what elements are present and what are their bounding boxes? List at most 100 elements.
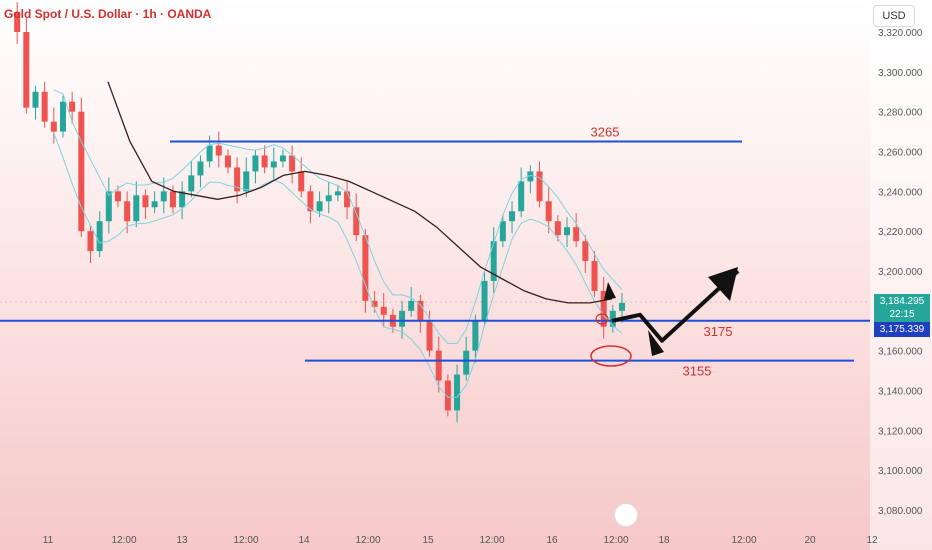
- y-tick-label: 3,200.000: [878, 267, 923, 278]
- candle-body: [252, 155, 259, 172]
- candle-body: [142, 195, 149, 208]
- candle-body: [114, 191, 121, 202]
- candle-body: [279, 155, 286, 162]
- level-label-3175: 3175: [704, 324, 733, 339]
- retest-ellipse: [595, 313, 609, 325]
- candle-body: [554, 221, 561, 236]
- candle-body: [32, 91, 39, 108]
- candle-body: [463, 350, 470, 375]
- candle-body: [69, 101, 76, 112]
- candle-body: [234, 167, 241, 192]
- x-tick-label: 13: [176, 535, 188, 546]
- candle-body: [188, 175, 195, 192]
- x-tick-label: 18: [658, 535, 670, 546]
- x-tick-label: 12:00: [355, 535, 380, 546]
- x-tick-label: 15: [422, 535, 434, 546]
- candle-body: [133, 195, 140, 222]
- candle-body: [78, 111, 85, 232]
- level-label-3265: 3265: [591, 125, 620, 140]
- candle-body: [600, 290, 607, 327]
- candle-body: [160, 191, 167, 202]
- drop-arrow-icon: [604, 282, 616, 300]
- candle-body: [307, 191, 314, 212]
- y-tick-label: 3,320.000: [878, 28, 923, 39]
- candle-body: [325, 195, 332, 202]
- candle-body: [41, 91, 48, 122]
- y-tick-label: 3,240.000: [878, 187, 923, 198]
- currency-button[interactable]: USD: [873, 5, 915, 27]
- candle-body: [224, 155, 231, 168]
- candle-body: [243, 171, 250, 192]
- tradingview-logo-icon[interactable]: [614, 503, 638, 527]
- level-line-price-tag: 3,175.339: [874, 322, 930, 337]
- y-tick-label: 3,080.000: [878, 506, 923, 517]
- y-tick-label: 3,280.000: [878, 108, 923, 119]
- chart-title: Gold Spot / U.S. Dollar · 1h · OANDA: [4, 7, 212, 21]
- candle-body: [408, 300, 415, 311]
- y-tick-label: 3,160.000: [878, 347, 923, 358]
- x-tick-label: 12:00: [233, 535, 258, 546]
- candle-body: [50, 121, 57, 132]
- projection-path: [611, 269, 740, 343]
- candle-body: [298, 171, 305, 192]
- candle-body: [96, 221, 103, 252]
- mid-arrowhead-icon: [648, 330, 664, 356]
- candle-body: [261, 155, 268, 168]
- x-tick-label: 12:00: [731, 535, 756, 546]
- candle-body: [490, 241, 497, 281]
- x-tick-label: 12: [866, 535, 878, 546]
- x-tick-label: 12:00: [479, 535, 504, 546]
- candle-body: [444, 380, 451, 411]
- bar-countdown: 22:15: [889, 309, 915, 320]
- candle-body: [87, 231, 94, 252]
- candle-body: [151, 201, 158, 208]
- candle-body: [545, 201, 552, 222]
- candle-body: [527, 171, 534, 182]
- candle-body: [334, 191, 341, 196]
- candle-body: [169, 191, 176, 208]
- x-tick-label: 16: [546, 535, 558, 546]
- band-upper-line: [53, 89, 623, 344]
- x-tick-label: 12:00: [603, 535, 628, 546]
- candle-body: [518, 181, 525, 212]
- candle-body: [270, 161, 277, 168]
- last-price-tag: 3,184.295 22:15: [874, 294, 930, 323]
- candle-body: [509, 211, 516, 222]
- candle-body: [591, 261, 598, 291]
- candle-body: [426, 320, 433, 351]
- candle-body: [417, 300, 424, 321]
- band-lower-line: [53, 132, 623, 398]
- candle-body: [316, 201, 323, 212]
- last-price-value: 3,184.295: [879, 296, 925, 307]
- candle-body: [197, 161, 204, 176]
- candle-body: [105, 191, 112, 222]
- projection-arrowhead-icon: [708, 267, 738, 301]
- candle-body: [179, 191, 186, 208]
- candle-body: [344, 191, 351, 208]
- candle-body: [59, 101, 66, 132]
- x-tick-label: 20: [804, 535, 816, 546]
- y-tick-label: 3,220.000: [878, 227, 923, 238]
- x-tick-label: 14: [298, 535, 310, 546]
- y-tick-label: 3,100.000: [878, 466, 923, 477]
- candle-body: [371, 300, 378, 307]
- candle-body: [206, 145, 213, 162]
- y-tick-label: 3,140.000: [878, 387, 923, 398]
- candle-body: [499, 221, 506, 242]
- y-tick-label: 3,300.000: [878, 68, 923, 79]
- candle-body: [23, 32, 30, 108]
- x-tick-label: 11: [43, 535, 54, 546]
- candle-body: [435, 350, 442, 381]
- candle-body: [362, 235, 369, 301]
- candle-body: [619, 302, 625, 311]
- candle-body: [353, 207, 360, 236]
- candle-body: [472, 320, 479, 351]
- candle-body: [454, 374, 461, 411]
- support-ellipse: [590, 345, 632, 367]
- candle-body: [573, 227, 580, 242]
- candle-body: [380, 306, 387, 315]
- x-tick-label: 12:00: [111, 535, 136, 546]
- level-label-3155: 3155: [683, 364, 712, 379]
